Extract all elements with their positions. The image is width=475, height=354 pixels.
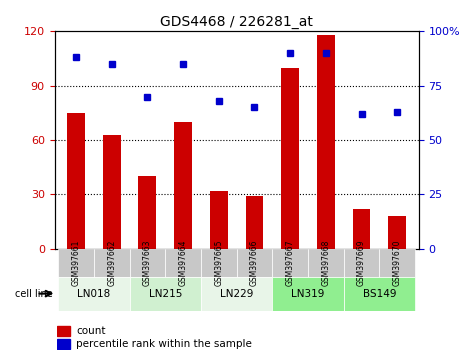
FancyBboxPatch shape	[272, 276, 344, 311]
Bar	[103, 135, 121, 249]
Text: LN215: LN215	[149, 289, 182, 299]
Text: LN229: LN229	[220, 289, 253, 299]
Text: BS149: BS149	[362, 289, 396, 299]
Text: GSM397662: GSM397662	[107, 239, 116, 286]
FancyBboxPatch shape	[380, 249, 415, 276]
FancyBboxPatch shape	[272, 249, 308, 276]
Bar	[57, 339, 70, 349]
Text: GSM397666: GSM397666	[250, 239, 259, 286]
FancyBboxPatch shape	[58, 276, 130, 311]
Text: count: count	[76, 326, 105, 336]
FancyBboxPatch shape	[201, 249, 237, 276]
Bar	[352, 209, 370, 249]
Text: LN319: LN319	[291, 289, 325, 299]
Bar	[57, 326, 70, 336]
FancyBboxPatch shape	[308, 249, 344, 276]
Bar	[317, 35, 335, 249]
Text: GSM397664: GSM397664	[179, 239, 188, 286]
FancyBboxPatch shape	[344, 249, 380, 276]
Bar	[210, 191, 228, 249]
Text: GSM397663: GSM397663	[143, 239, 152, 286]
Text: GSM397668: GSM397668	[322, 239, 330, 286]
Title: GDS4468 / 226281_at: GDS4468 / 226281_at	[160, 15, 313, 29]
Text: GSM397661: GSM397661	[71, 239, 80, 286]
Bar	[138, 176, 156, 249]
Bar	[174, 122, 192, 249]
FancyBboxPatch shape	[201, 276, 272, 311]
FancyBboxPatch shape	[237, 249, 272, 276]
Text: GSM397667: GSM397667	[285, 239, 294, 286]
Bar	[67, 113, 85, 249]
Text: percentile rank within the sample: percentile rank within the sample	[76, 339, 252, 349]
Bar	[388, 216, 406, 249]
FancyBboxPatch shape	[165, 249, 201, 276]
FancyBboxPatch shape	[58, 249, 94, 276]
FancyBboxPatch shape	[344, 276, 415, 311]
Text: GSM397669: GSM397669	[357, 239, 366, 286]
Text: GSM397665: GSM397665	[214, 239, 223, 286]
Bar	[281, 68, 299, 249]
Text: cell line: cell line	[15, 289, 53, 299]
FancyBboxPatch shape	[130, 249, 165, 276]
Text: GSM397670: GSM397670	[393, 239, 402, 286]
Text: LN018: LN018	[77, 289, 111, 299]
FancyBboxPatch shape	[94, 249, 130, 276]
FancyBboxPatch shape	[130, 276, 201, 311]
Bar	[246, 196, 263, 249]
